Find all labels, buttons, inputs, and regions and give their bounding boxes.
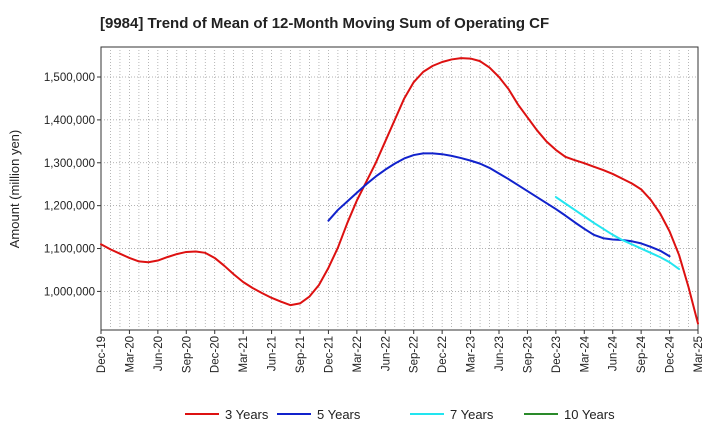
legend: 3 Years 5 Years 7 Years 10 Years — [185, 407, 615, 422]
legend-label-5-years: 5 Years — [317, 407, 361, 422]
y-tick-label: 1,400,000 — [44, 115, 95, 127]
y-tick-label: 1,300,000 — [44, 158, 95, 170]
y-tick-label: 1,000,000 — [44, 286, 95, 298]
x-tick-label: Mar-24 — [579, 335, 591, 372]
x-tick-label: Dec-23 — [551, 336, 563, 373]
y-axis-label: Amount (million yen) — [7, 130, 22, 249]
legend-label-3-years: 3 Years — [225, 407, 269, 422]
x-tick-label: Jun-22 — [380, 336, 392, 371]
chart-title: [9984] Trend of Mean of 12-Month Moving … — [100, 15, 549, 32]
series-group — [100, 57, 699, 325]
series-line-5-years — [327, 152, 671, 258]
x-tick-label: Sep-24 — [636, 335, 648, 373]
y-tick-label: 1,500,000 — [44, 72, 95, 84]
legend-label-7-years: 7 Years — [450, 407, 494, 422]
plot-area — [100, 46, 699, 331]
x-tick-label: Sep-20 — [181, 336, 193, 373]
x-axis-ticks: Dec-19 Mar-20 Jun-20 Sep-20 Dec-20 Mar-21 Jun-… — [96, 330, 705, 373]
x-tick-label: Sep-22 — [409, 336, 421, 373]
x-tick-label: Jun-20 — [153, 336, 165, 371]
series-line-3-years — [100, 57, 699, 325]
x-tick-label: Dec-21 — [323, 336, 335, 373]
x-tick-label: Mar-23 — [466, 336, 478, 372]
x-tick-label: Mar-22 — [352, 336, 364, 372]
x-tick-label: Sep-21 — [295, 336, 307, 373]
series-line-7-years — [554, 196, 681, 271]
y-axis-ticks: 1,000,000 1,100,000 1,200,000 1,300,000 1,40… — [44, 72, 101, 298]
legend-label-10-years: 10 Years — [564, 407, 615, 422]
x-tick-label: Sep-23 — [522, 336, 534, 373]
y-tick-label: 1,200,000 — [44, 201, 95, 213]
x-tick-label: Jun-23 — [494, 336, 506, 371]
x-tick-label: Mar-25 — [693, 336, 705, 372]
x-tick-label: Dec-20 — [210, 336, 222, 373]
x-tick-label: Mar-20 — [124, 336, 136, 372]
x-tick-label: Dec-22 — [437, 336, 449, 373]
y-tick-label: 1,100,000 — [44, 244, 95, 256]
x-tick-label: Dec-24 — [665, 335, 677, 373]
x-tick-label: Jun-24 — [608, 335, 620, 371]
x-tick-label: Jun-21 — [267, 336, 279, 371]
grid — [101, 47, 698, 330]
x-tick-label: Dec-19 — [96, 336, 108, 373]
x-tick-label: Mar-21 — [238, 336, 250, 372]
